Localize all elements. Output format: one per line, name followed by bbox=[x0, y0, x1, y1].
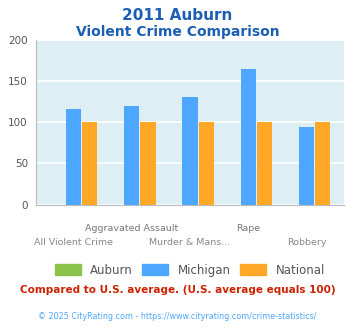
Bar bbox=[82, 122, 97, 205]
Bar bbox=[66, 109, 81, 205]
Text: Robbery: Robbery bbox=[287, 238, 326, 247]
Bar bbox=[299, 127, 314, 205]
Bar bbox=[124, 106, 139, 205]
Bar bbox=[140, 122, 155, 205]
Text: © 2025 CityRating.com - https://www.cityrating.com/crime-statistics/: © 2025 CityRating.com - https://www.city… bbox=[38, 312, 317, 321]
Bar bbox=[182, 97, 197, 205]
Bar bbox=[315, 122, 331, 205]
Text: Murder & Mans...: Murder & Mans... bbox=[149, 238, 230, 247]
Bar bbox=[199, 122, 214, 205]
Text: All Violent Crime: All Violent Crime bbox=[34, 238, 113, 247]
Text: 2011 Auburn: 2011 Auburn bbox=[122, 8, 233, 23]
Text: Rape: Rape bbox=[236, 224, 260, 233]
Text: Compared to U.S. average. (U.S. average equals 100): Compared to U.S. average. (U.S. average … bbox=[20, 285, 335, 295]
Bar bbox=[241, 69, 256, 205]
Bar bbox=[257, 122, 272, 205]
Text: Aggravated Assault: Aggravated Assault bbox=[85, 224, 178, 233]
Legend: Auburn, Michigan, National: Auburn, Michigan, National bbox=[51, 260, 329, 280]
Text: Violent Crime Comparison: Violent Crime Comparison bbox=[76, 25, 279, 39]
